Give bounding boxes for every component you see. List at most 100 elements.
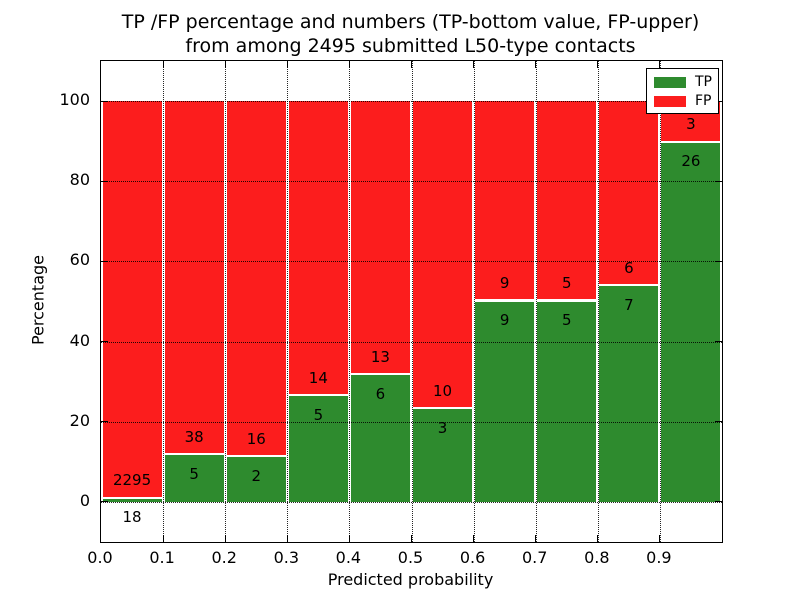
bar-segment-tp (102, 498, 162, 502)
x-tick-bottom (411, 535, 412, 542)
x-tick-top (224, 61, 226, 68)
x-tick-label: 0.7 (521, 548, 548, 567)
x-tick-bottom (473, 535, 475, 542)
fp-legend-swatch (654, 96, 686, 107)
fp-count-label: 9 (499, 274, 510, 293)
y-tick-right (715, 501, 722, 503)
x-tick-label: 0.1 (149, 548, 175, 567)
tp-count-label: 5 (561, 310, 572, 329)
tp-count-label: 9 (499, 310, 510, 329)
fp-count-label: 10 (433, 381, 453, 400)
gridline-vertical (473, 61, 475, 542)
fp-count-label: 38 (184, 427, 204, 446)
bar-segment-fp (537, 101, 597, 302)
x-tick-label: 0.2 (211, 548, 237, 567)
legend-entry: TP (647, 73, 718, 92)
tp-count-label: 7 (624, 295, 634, 314)
x-tick-label: 0.0 (87, 548, 113, 567)
y-tick-label: 60 (69, 250, 90, 270)
fp-count-label: 5 (561, 274, 572, 293)
fp-count-label: 16 (246, 429, 266, 448)
y-tick-right (715, 180, 722, 182)
chart-title-line1: TP /FP percentage and numbers (TP-bottom… (121, 11, 700, 33)
x-tick-top (659, 61, 661, 68)
bar-segment-tp (413, 409, 473, 502)
bar-segment-tp (226, 457, 286, 502)
plot-area: TP FP 2295 18 38 5 16 2 14 5 13 6 10 3 9 9 5 5 6 7 3 26 (100, 60, 723, 543)
x-tick-top (286, 61, 288, 68)
bar-segment-fp (475, 101, 535, 302)
x-tick-bottom (286, 535, 288, 542)
x-tick-top (597, 61, 599, 68)
y-tick-label: 20 (69, 410, 90, 430)
x-tick-bottom (224, 535, 226, 542)
y-tick-label: 80 (69, 170, 90, 190)
x-tick-label: 0.8 (584, 548, 610, 567)
fp-count-label: 3 (686, 115, 696, 134)
tp-count-label: 5 (189, 464, 199, 483)
chart-title: TP /FP percentage and numbers (TP-bottom… (100, 10, 721, 58)
legend-entry-label: FP (695, 93, 712, 109)
chart-title-line2: from among 2495 submitted L50-type conta… (185, 35, 636, 57)
x-tick-label: 0.4 (335, 548, 362, 567)
bar-segment-fp (102, 101, 162, 499)
x-tick-top (473, 61, 475, 68)
x-tick-bottom (535, 535, 537, 542)
x-tick-top (162, 61, 164, 68)
x-tick-label: 0.9 (646, 548, 672, 567)
tp-count-label: 3 (437, 418, 448, 437)
gridline-vertical (659, 61, 661, 542)
y-tick-left (101, 260, 108, 262)
y-tick-left (101, 501, 108, 503)
bar-segment-tp (661, 142, 721, 502)
bar-segment-fp (350, 101, 410, 376)
gridline-vertical (597, 61, 599, 542)
bar-segment-fp (164, 101, 224, 456)
y-tick-left (101, 341, 108, 343)
legend-entry: FP (647, 92, 718, 111)
y-tick-label: 100 (59, 90, 90, 110)
bar-segment-tp (350, 375, 410, 502)
x-axis-label: Predicted probability (327, 570, 494, 589)
bar-segment-tp (288, 396, 348, 502)
x-tick-bottom (659, 535, 661, 542)
x-tick-top (348, 61, 350, 68)
x-tick-top (411, 61, 412, 68)
tp-legend-swatch (654, 77, 686, 88)
fp-count-label: 14 (308, 368, 328, 387)
bar-segment-tp (599, 286, 659, 502)
legend: TP FP (646, 68, 719, 114)
fp-count-label: 13 (370, 347, 390, 366)
bar-segment-tp (537, 301, 597, 502)
fp-count-label: 2295 (112, 471, 152, 490)
gridline-vertical (349, 61, 351, 542)
gridline-vertical (225, 61, 227, 542)
tp-count-label: 26 (681, 151, 701, 170)
y-tick-left (101, 421, 108, 423)
x-tick-label: 0.6 (459, 548, 486, 567)
tp-count-label: 5 (313, 405, 324, 424)
tp-count-label: 6 (375, 384, 386, 403)
fp-count-label: 6 (624, 258, 634, 277)
x-tick-label: 0.3 (273, 548, 300, 567)
bar-segment-fp (413, 101, 473, 410)
x-tick-label: 0.5 (397, 548, 424, 567)
x-tick-bottom (597, 535, 599, 542)
tp-count-label: 18 (122, 508, 142, 527)
y-tick-right (715, 421, 722, 423)
y-tick-label: 0 (79, 490, 90, 510)
y-tick-right (715, 341, 722, 343)
y-tick-left (101, 100, 108, 102)
gridline-vertical (287, 61, 289, 542)
x-tick-bottom (348, 535, 350, 542)
legend-entry-label: TP (695, 74, 712, 90)
gridline-vertical (535, 61, 537, 542)
bar-segment-tp (164, 455, 224, 502)
tp-count-label: 2 (251, 466, 261, 485)
x-tick-top (535, 61, 537, 68)
gridline-vertical (411, 61, 413, 542)
bar-segment-fp (288, 101, 348, 397)
y-tick-label: 40 (69, 330, 90, 350)
y-tick-left (101, 180, 108, 182)
